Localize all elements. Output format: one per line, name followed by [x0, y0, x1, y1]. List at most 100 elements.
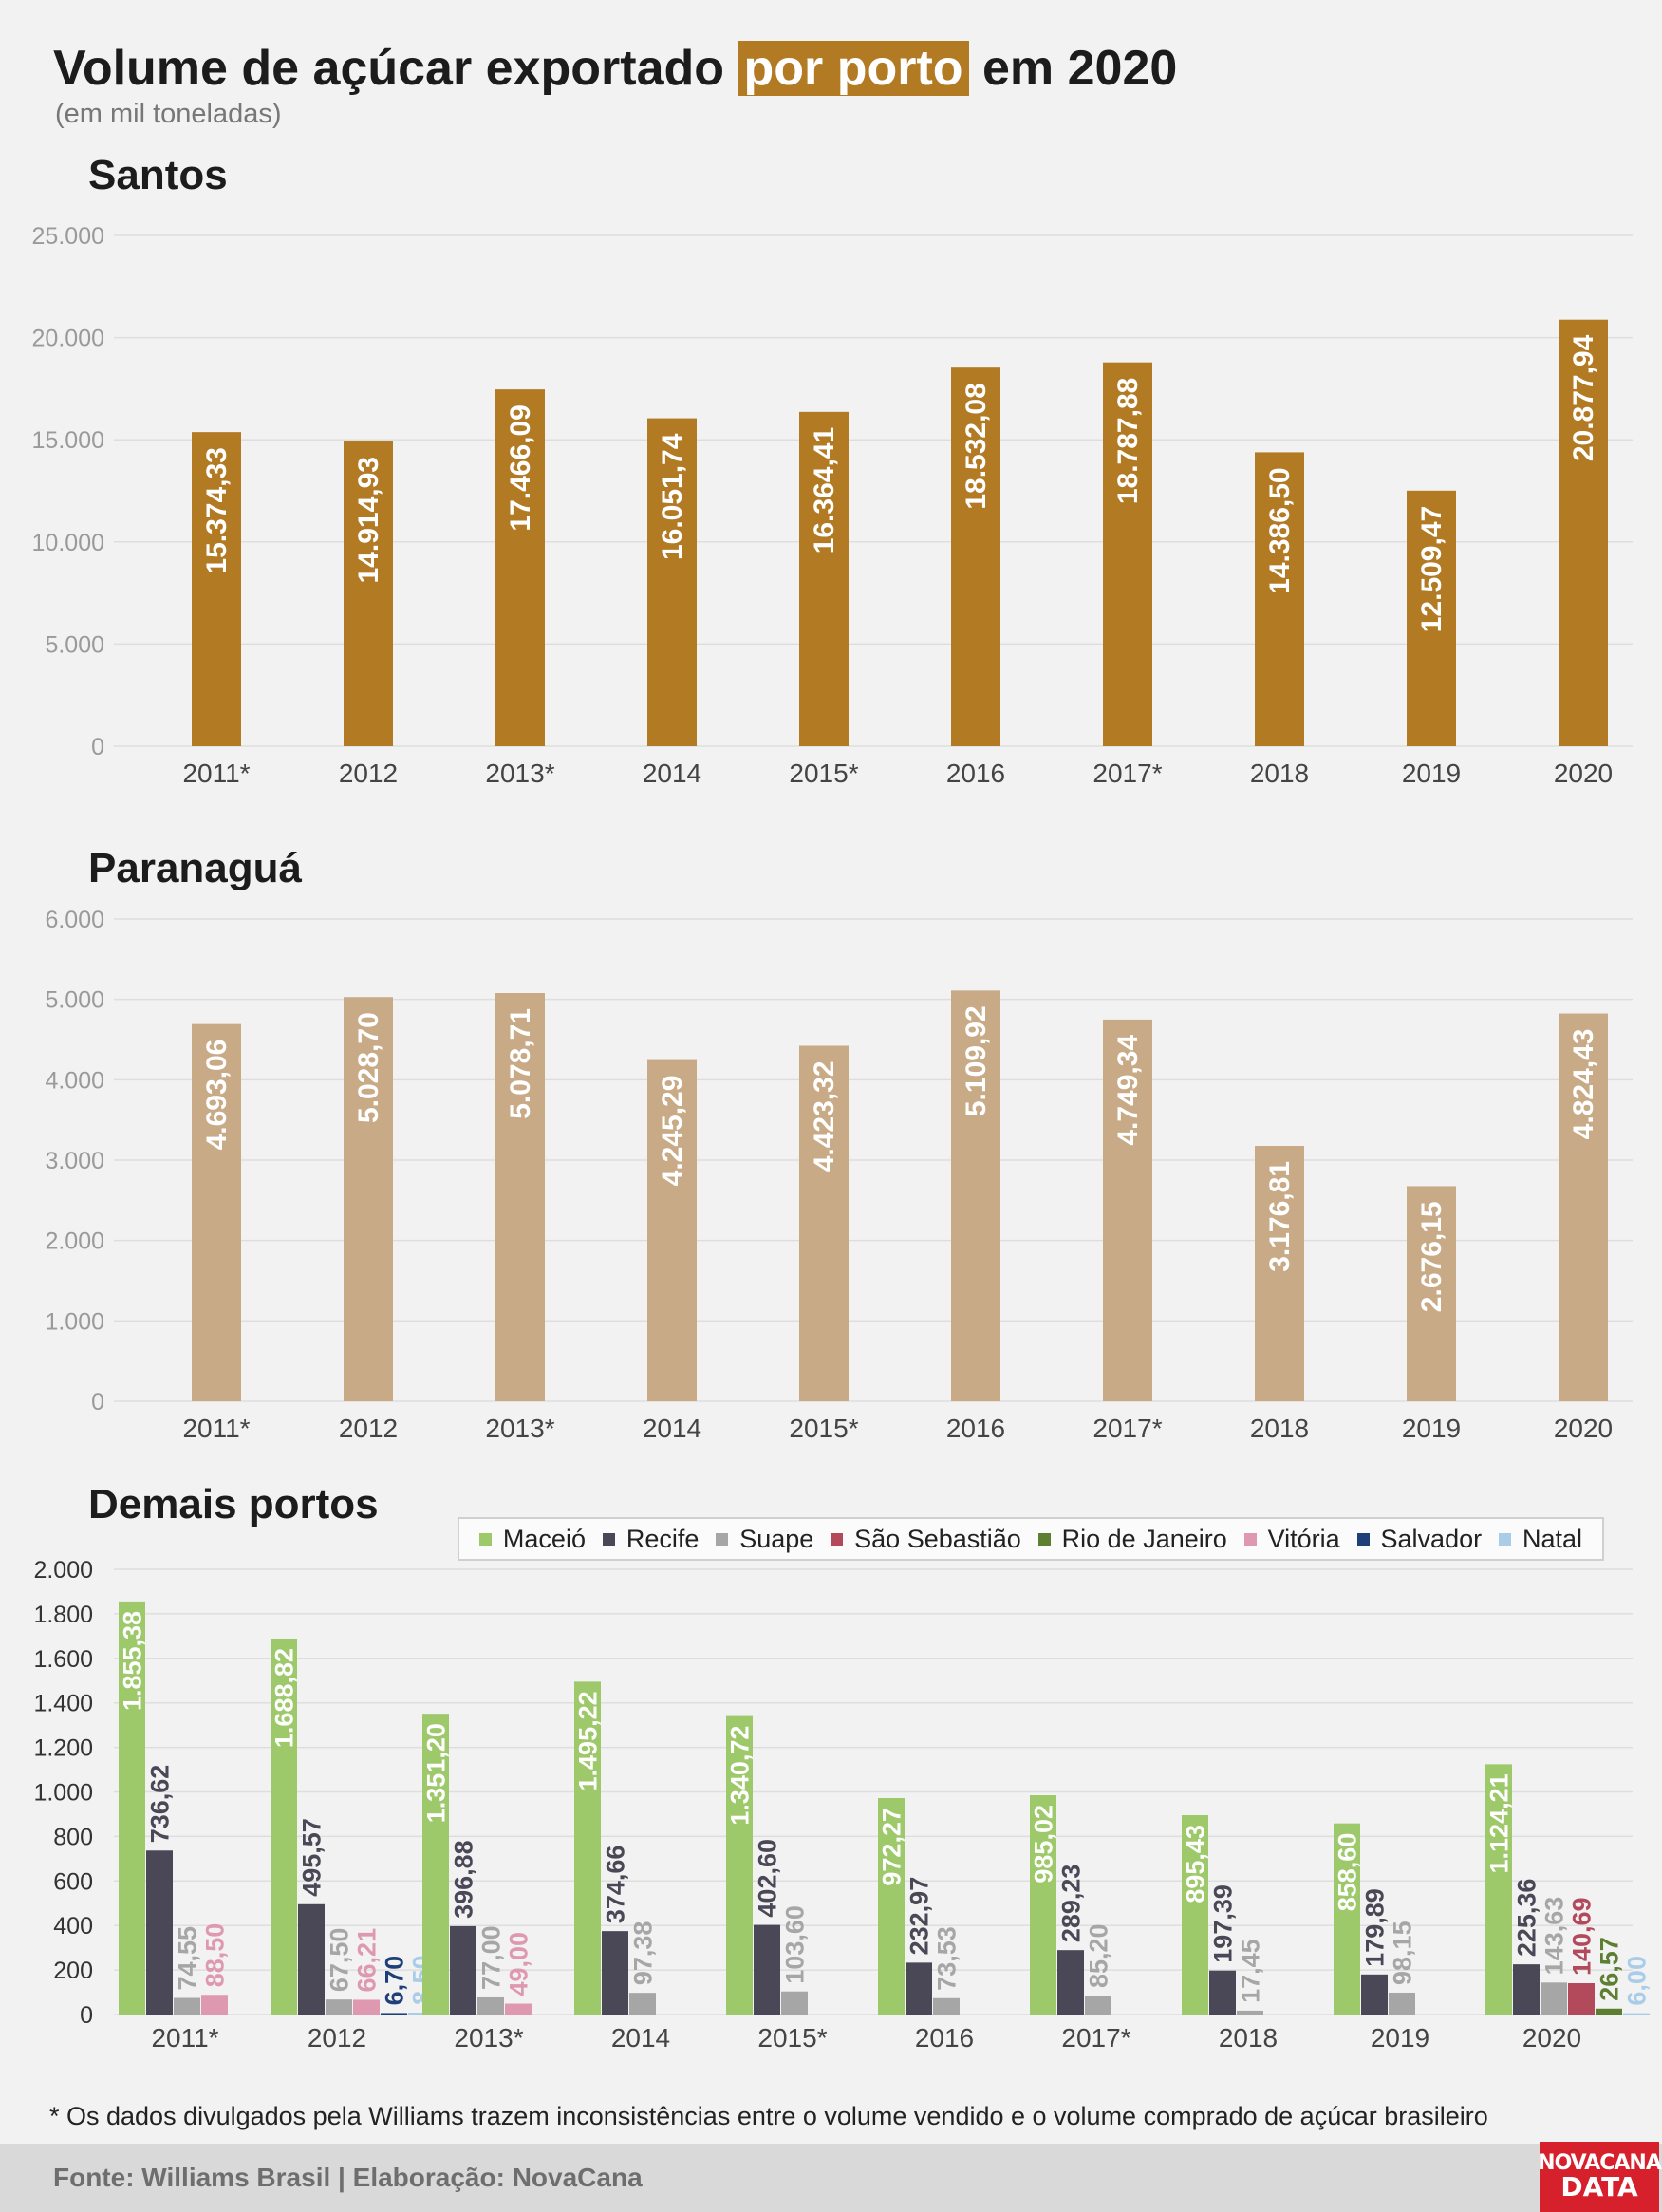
santos-chart-title: Santos	[88, 152, 228, 198]
y-tick-label: 5.000	[45, 631, 104, 658]
bar-value-label: 895,43	[1182, 1825, 1210, 1903]
legend-label: Rio de Janeiro	[1061, 1524, 1227, 1553]
y-tick-label: 20.000	[32, 326, 104, 352]
bar-vitoria-2011	[201, 1995, 228, 2015]
y-tick-label: 10.000	[32, 530, 104, 556]
bar-2015	[799, 411, 849, 746]
bar-value-label: 985,02	[1030, 1805, 1058, 1884]
bar-2017	[1103, 1019, 1152, 1401]
y-tick-label: 2.000	[33, 1557, 93, 1584]
bar-2019	[1407, 1186, 1456, 1401]
legend-item-recife: Recife	[602, 1524, 700, 1554]
logo-line-2: DATA	[1560, 2171, 1638, 2203]
legend-label: Vitória	[1267, 1524, 1340, 1553]
bar-value-label: 20.877,94	[1568, 334, 1599, 461]
novacana-data-logo: NOVACANA DATA	[1538, 2142, 1662, 2212]
bar-value-label: 396,88	[450, 1840, 478, 1919]
bar-suape-2016	[933, 1997, 960, 2015]
title-text-start: Volume de açúcar exportado	[53, 41, 738, 96]
bar-2014	[647, 418, 697, 746]
bar-value-label: 179,89	[1361, 1888, 1390, 1967]
x-tick-label: 2017*	[1092, 759, 1162, 788]
y-tick-label: 5.000	[45, 987, 104, 1014]
footnote: * Os dados divulgados pela Williams traz…	[49, 2102, 1488, 2130]
bar-value-label: 49,00	[505, 1932, 533, 1996]
bar-suape-2019	[1389, 1992, 1415, 2015]
bar-recife-2015	[754, 1924, 780, 2015]
bar-2013	[495, 389, 545, 746]
bar-maceio-2017	[1030, 1795, 1056, 2015]
x-tick-label: 2014	[643, 759, 701, 788]
bar-maceio-2015	[726, 1715, 753, 2015]
bar-maceio-2018	[1182, 1815, 1208, 2015]
bar-value-label: 1.340,72	[726, 1726, 755, 1826]
bar-value-label: 5.109,92	[961, 1005, 992, 1116]
legend-item-vitoria: Vitória	[1243, 1524, 1340, 1554]
bar-natal-2020	[1623, 2013, 1650, 2015]
bar-2016	[951, 990, 1000, 1401]
bar-suape-2011	[174, 1997, 200, 2015]
y-tick-label: 600	[53, 1868, 93, 1895]
page-subtitle: (em mil toneladas)	[55, 99, 282, 129]
legend-item-suape: Suape	[716, 1525, 813, 1554]
bar-salvador-2012	[381, 2013, 407, 2015]
bar-value-label: 402,60	[754, 1839, 782, 1918]
legend-swatch	[716, 1532, 729, 1546]
bar-value-label: 16.051,74	[657, 433, 688, 560]
bar-recife-2012	[298, 1903, 325, 2015]
x-tick-label: 2013*	[454, 2023, 523, 2053]
x-tick-label: 2016	[946, 1414, 1005, 1443]
y-tick-label: 0	[91, 1389, 104, 1415]
x-tick-label: 2018	[1250, 1414, 1309, 1443]
legend-item-maceio: Maceió	[478, 1524, 586, 1554]
x-tick-label: 2018	[1250, 759, 1309, 788]
bar-value-label: 374,66	[602, 1846, 630, 1924]
y-tick-label: 4.000	[45, 1067, 104, 1094]
bar-value-label: 1.688,82	[271, 1648, 299, 1748]
bar-value-label: 5.078,71	[505, 1008, 536, 1119]
bar-recife-2013	[450, 1925, 476, 2015]
bar-maceio-2019	[1334, 1823, 1360, 2015]
bar-value-label: 1.855,38	[119, 1611, 147, 1711]
bar-value-label: 103,60	[781, 1905, 810, 1984]
bar-value-label: 6,70	[381, 1956, 409, 2006]
bar-2017	[1103, 362, 1152, 746]
y-tick-label: 15.000	[32, 427, 104, 454]
title-highlight: por porto	[738, 41, 969, 96]
x-tick-label: 2011*	[182, 1414, 250, 1443]
bar-vitoria-2012	[353, 1999, 380, 2015]
demais-portos-legend: Maceió Recife Suape São Sebastião Rio de Jan…	[458, 1517, 1604, 1561]
y-tick-label: 0	[80, 2002, 93, 2029]
demais-portos-grouped-bar-chart: 0 200 400 600 800 1.000 1.200 1.400 1.600 1.800 2.…	[33, 1557, 1652, 2053]
bar-2011	[192, 432, 241, 746]
y-tick-label: 400	[53, 1913, 93, 1940]
y-tick-label: 0	[91, 734, 104, 760]
bar-maceio-2014	[574, 1681, 601, 2015]
legend-label: Natal	[1522, 1524, 1582, 1553]
bar-value-label: 98,15	[1389, 1921, 1417, 1985]
bar-recife-2018	[1209, 1970, 1236, 2015]
bar-value-label: 6,00	[1623, 1956, 1652, 2006]
bar-2016	[951, 367, 1000, 746]
x-tick-label: 2018	[1219, 2023, 1278, 2053]
x-tick-label: 2014	[643, 1414, 701, 1443]
bar-2018	[1255, 452, 1304, 746]
bar-value-label: 85,20	[1085, 1923, 1113, 1988]
bar-value-label: 73,53	[933, 1926, 962, 1991]
bar-value-label: 17,45	[1237, 1939, 1265, 2003]
legend-item-rio-de-janeiro: Rio de Janeiro	[1037, 1524, 1227, 1554]
bar-suape-2015	[781, 1991, 808, 2015]
legend-item-natal: Natal	[1498, 1524, 1582, 1554]
bar-sao-sebastiao-2020	[1568, 1983, 1595, 2015]
legend-label: Salvador	[1380, 1524, 1483, 1553]
legend-label: Maceió	[502, 1524, 586, 1553]
bar-value-label: 14.386,50	[1264, 467, 1296, 593]
legend-swatch	[1498, 1532, 1511, 1546]
y-tick-label: 3.000	[45, 1148, 104, 1174]
bar-value-label: 74,55	[174, 1926, 202, 1991]
legend-swatch	[1037, 1532, 1051, 1546]
bar-value-label: 18.787,88	[1112, 378, 1144, 504]
bar-2012	[344, 997, 393, 1401]
legend-label: Recife	[626, 1524, 700, 1553]
bar-maceio-2020	[1485, 1764, 1512, 2015]
